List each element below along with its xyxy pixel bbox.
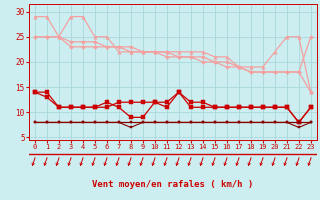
Text: Vent moyen/en rafales ( km/h ): Vent moyen/en rafales ( km/h ): [92, 180, 253, 189]
